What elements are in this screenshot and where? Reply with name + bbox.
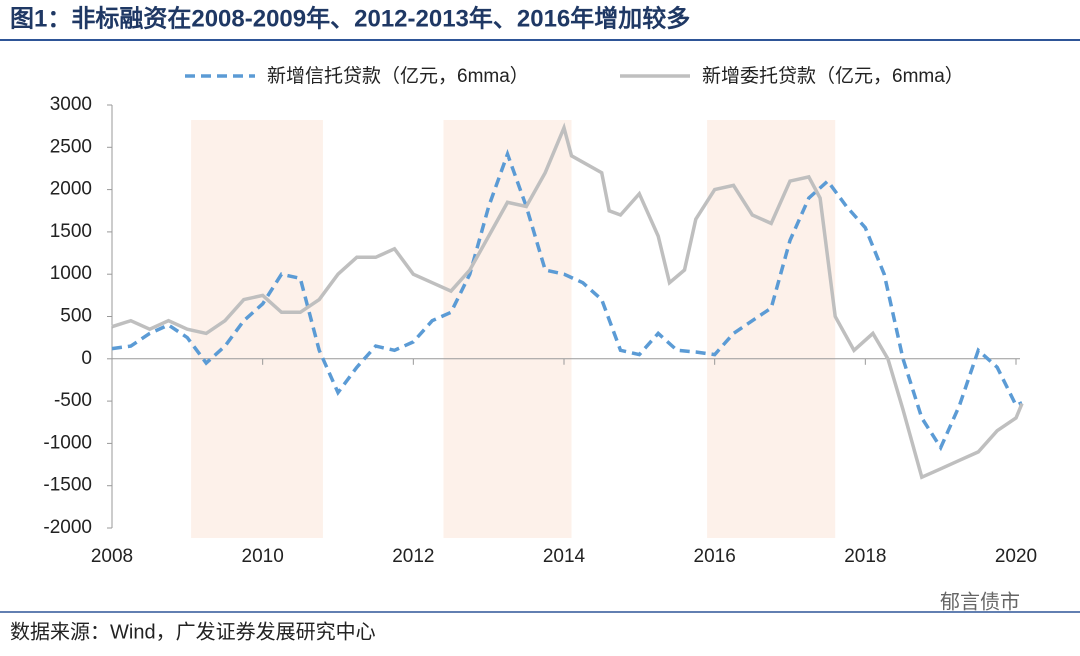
y-tick-label: -2000 <box>43 517 92 538</box>
legend-label: 新增信托贷款（亿元，6mma） <box>267 65 529 87</box>
y-tick-label: 2000 <box>50 179 92 200</box>
legend-label: 新增委托贷款（亿元，6mma） <box>702 65 964 87</box>
x-tick-label: 2020 <box>995 546 1037 567</box>
line-series <box>111 148 1023 452</box>
x-tick-label: 2014 <box>543 546 586 567</box>
x-tick-label: 2008 <box>91 546 133 567</box>
y-tick-label: 2500 <box>50 136 92 157</box>
x-tick-label: 2016 <box>694 546 736 567</box>
watermark: 郁言债市 <box>940 590 1020 613</box>
y-tick-label: -1500 <box>43 475 92 496</box>
line-series <box>111 122 1024 480</box>
source: 数据来源：Wind，广发证券发展研究中心 <box>10 620 376 643</box>
y-tick-label: 1500 <box>50 221 92 242</box>
y-tick-label: 500 <box>60 306 92 327</box>
y-tick-label: 0 <box>81 348 92 369</box>
y-tick-label: -500 <box>54 390 92 411</box>
x-tick-label: 2018 <box>844 546 886 567</box>
chart-title: 图1：非标融资在2008-2009年、2012-2013年、2016年增加较多 <box>10 4 690 32</box>
y-tick-label: 3000 <box>50 94 92 115</box>
y-tick-label: -1000 <box>43 432 92 453</box>
highlight-span <box>443 120 572 538</box>
highlight-span <box>707 120 836 538</box>
y-tick-label: 1000 <box>50 263 92 284</box>
x-tick-label: 2010 <box>242 546 284 567</box>
x-tick-label: 2012 <box>392 546 434 567</box>
